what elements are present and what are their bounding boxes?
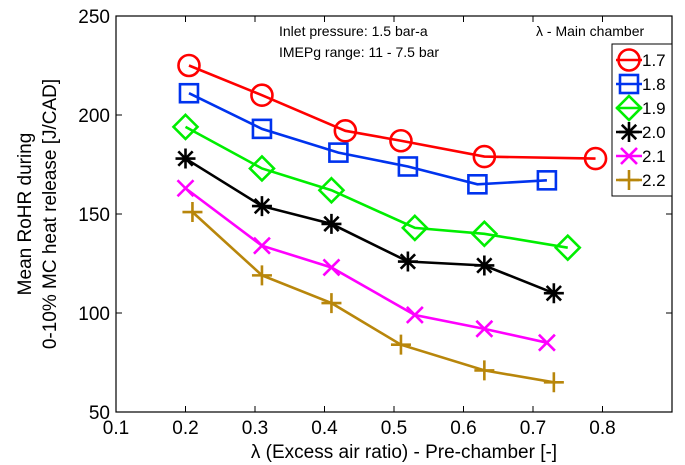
y-tick-label: 100 [78,304,110,325]
marker-circle [389,128,413,153]
plot-area [115,15,673,413]
legend-entry-1.8: 1.8 [616,73,666,95]
marker-asterisk [543,283,564,304]
marker-asterisk [175,148,196,169]
series-line [184,187,548,344]
x-tick-label: 0.8 [589,418,615,439]
marker-circle [250,83,274,107]
marker-circle [617,48,641,72]
series-line [184,125,568,249]
marker-square [178,82,200,104]
series-line [191,211,555,384]
marker-circle [472,144,497,169]
marker-square [467,174,488,195]
marker-diamond [470,219,499,248]
annotation-imepg-range: IMEPg range: 11 - 7.5 bar [279,44,439,60]
marker-asterisk [619,122,639,142]
series-1.7 [177,53,608,171]
legend-label: 2.0 [642,123,666,142]
marker-square [328,142,349,163]
marker-square [251,118,273,140]
marker-x [176,179,195,198]
x-tick-label: 0.2 [172,418,198,439]
x-tick-label: 0.5 [381,418,407,439]
marker-plus [474,360,495,381]
x-tick-label: 0.1 [103,418,129,439]
marker-plus [619,170,639,190]
x-tick-label: 0.4 [311,418,338,439]
marker-x [322,258,341,277]
legend-title: λ - Main chamber [536,23,644,39]
legend-label: 2.1 [642,147,666,166]
legend-label: 1.9 [642,99,666,118]
marker-square [618,73,640,95]
marker-diamond [171,113,200,141]
marker-asterisk [397,251,418,272]
tick-group: 0.1 0.2 0.3 0.4 0.5 0.6 0.7 0.8 50 100 150 200 250 [78,7,672,439]
y-tick-label: 50 [89,403,110,424]
y-tick-label: 150 [78,205,110,226]
legend: 1.7 1.8 1.9 2.0 2.1 2.2 [611,43,673,197]
marker-diamond [615,94,643,122]
marker-plus [182,202,203,223]
series-2.0 [175,148,564,304]
marker-plus [321,293,342,314]
marker-x [537,333,556,352]
marker-asterisk [321,213,342,234]
marker-x [620,147,638,165]
series-line [188,64,596,160]
marker-plus [251,265,272,286]
marker-asterisk [474,255,495,276]
series-1.9 [171,113,582,262]
legend-entry-2.0: 2.0 [616,122,666,142]
series-2.2 [182,202,564,393]
legend-entry-2.2: 2.2 [616,170,666,190]
annotation-inlet-pressure: Inlet pressure: 1.5 bar-a [279,23,428,39]
y-axis-label-line-2: 0-10% MC heat release [J/CAD] [40,79,61,349]
marker-diamond [553,233,582,262]
series-layer [171,53,608,393]
marker-asterisk [251,196,272,217]
marker-circle [177,53,201,78]
legend-label: 1.7 [642,51,666,70]
y-axis-label-line-1: Mean RoHR during [15,133,36,296]
marker-plus [543,372,564,393]
x-tick-label: 0.7 [520,418,546,439]
x-tick-label: 0.3 [242,418,268,439]
plot-frame [115,15,673,413]
legend-label: 1.8 [642,75,666,94]
marker-square [397,156,419,177]
series-1.8 [178,82,558,195]
legend-entry-1.9: 1.9 [615,94,666,122]
marker-x [475,319,494,338]
series-2.1 [176,179,556,352]
marker-x [405,306,424,324]
legend-label: 2.2 [642,171,666,190]
marker-square [536,170,558,191]
x-axis-label: λ (Excess air ratio) - Pre-chamber [-] [251,442,557,463]
marker-diamond [248,154,276,183]
series-line [188,92,547,186]
y-tick-label: 250 [78,7,110,28]
marker-plus [390,334,411,355]
series-line [184,157,555,295]
legend-entry-1.7: 1.7 [616,48,666,72]
marker-circle [583,146,608,171]
marker-diamond [317,176,346,205]
marker-x [253,236,271,255]
x-tick-label: 0.6 [450,418,476,439]
marker-circle [333,119,358,143]
marker-diamond [401,214,429,242]
legend-entry-2.1: 2.1 [616,147,666,166]
y-tick-label: 200 [78,106,110,127]
